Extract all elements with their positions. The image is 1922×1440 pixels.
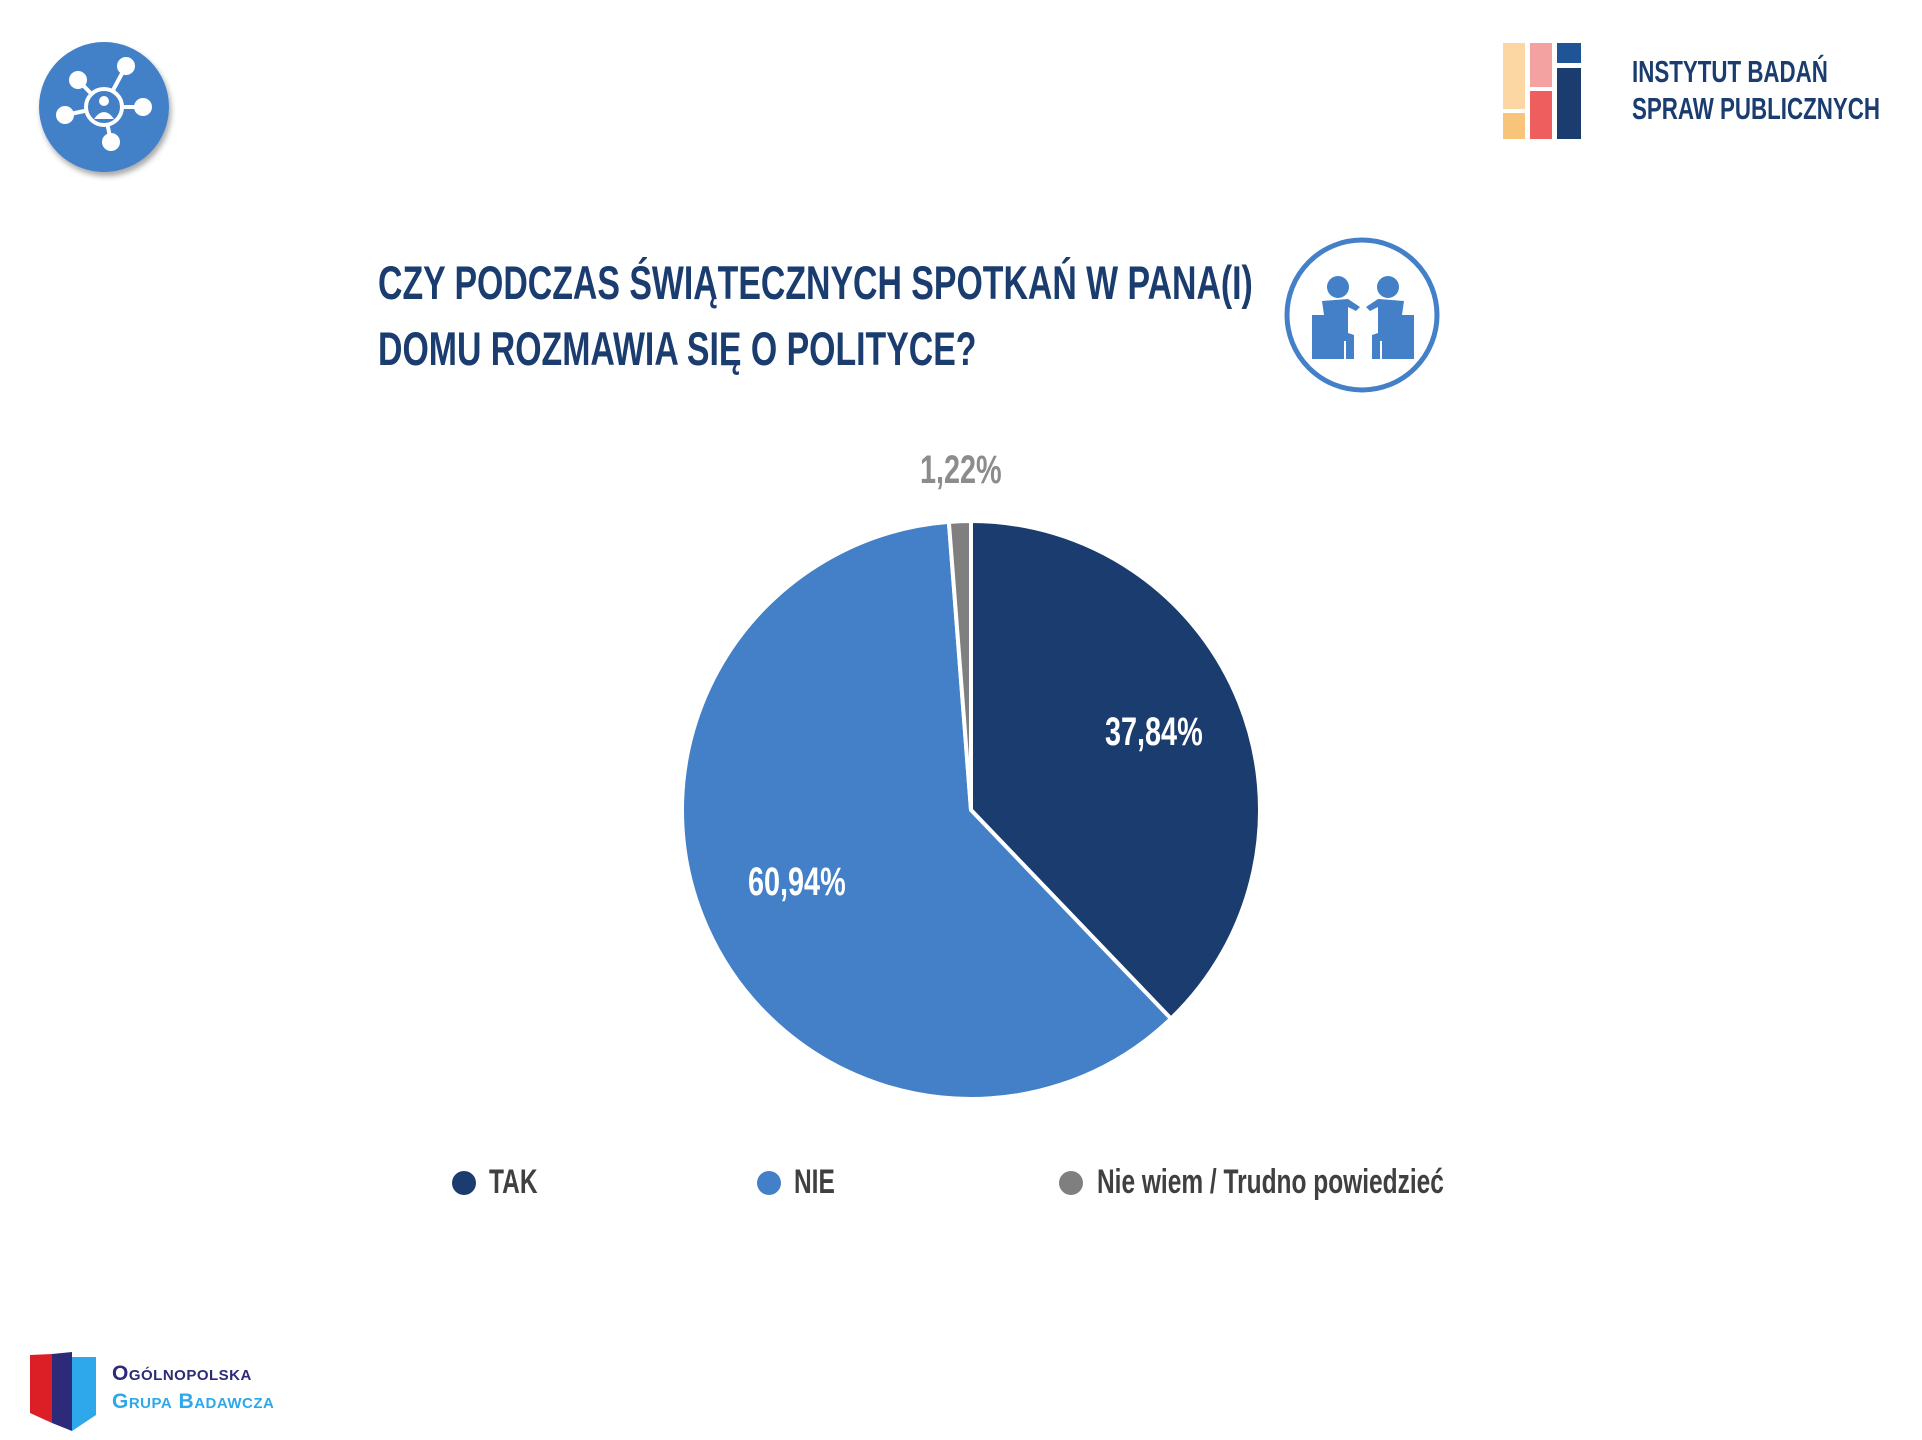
ibsp-logo-line2: SPRAW PUBLICZNYCH <box>1632 91 1881 126</box>
legend-label-nie: NIE <box>794 1163 835 1201</box>
legend-label-nie-wiem: Nie wiem / Trudno powiedzieć <box>1097 1163 1444 1201</box>
label-nie-wiem: 1,22% <box>920 448 1002 492</box>
chart-title: CZY PODCZAS ŚWIĄTECZNYCH SPOTKAŃ W PANA(… <box>378 256 1253 375</box>
ogb-logo-line1: Ogólnopolska <box>112 1362 252 1385</box>
legend-swatch-tak <box>452 1171 476 1195</box>
ogb-logo-line2: Grupa Badawcza <box>112 1390 275 1413</box>
ibsp-logo-line1: INSTYTUT BADAŃ <box>1632 54 1828 89</box>
label-tak: 37,84% <box>1105 710 1203 754</box>
ogb-logo <box>30 1352 96 1431</box>
legend-swatch-nie-wiem <box>1059 1171 1083 1195</box>
slice-nie <box>680 519 1173 1101</box>
legend-swatch-nie <box>757 1171 781 1195</box>
two-people-talking-icon <box>1284 237 1440 393</box>
ibsp-logo <box>1503 43 1581 139</box>
slice-nie-wiem <box>946 519 973 812</box>
network-person-icon <box>39 42 169 172</box>
legend-label-tak: TAK <box>489 1163 538 1201</box>
label-nie: 60,94% <box>748 860 846 904</box>
slice-tak <box>969 519 1262 1021</box>
